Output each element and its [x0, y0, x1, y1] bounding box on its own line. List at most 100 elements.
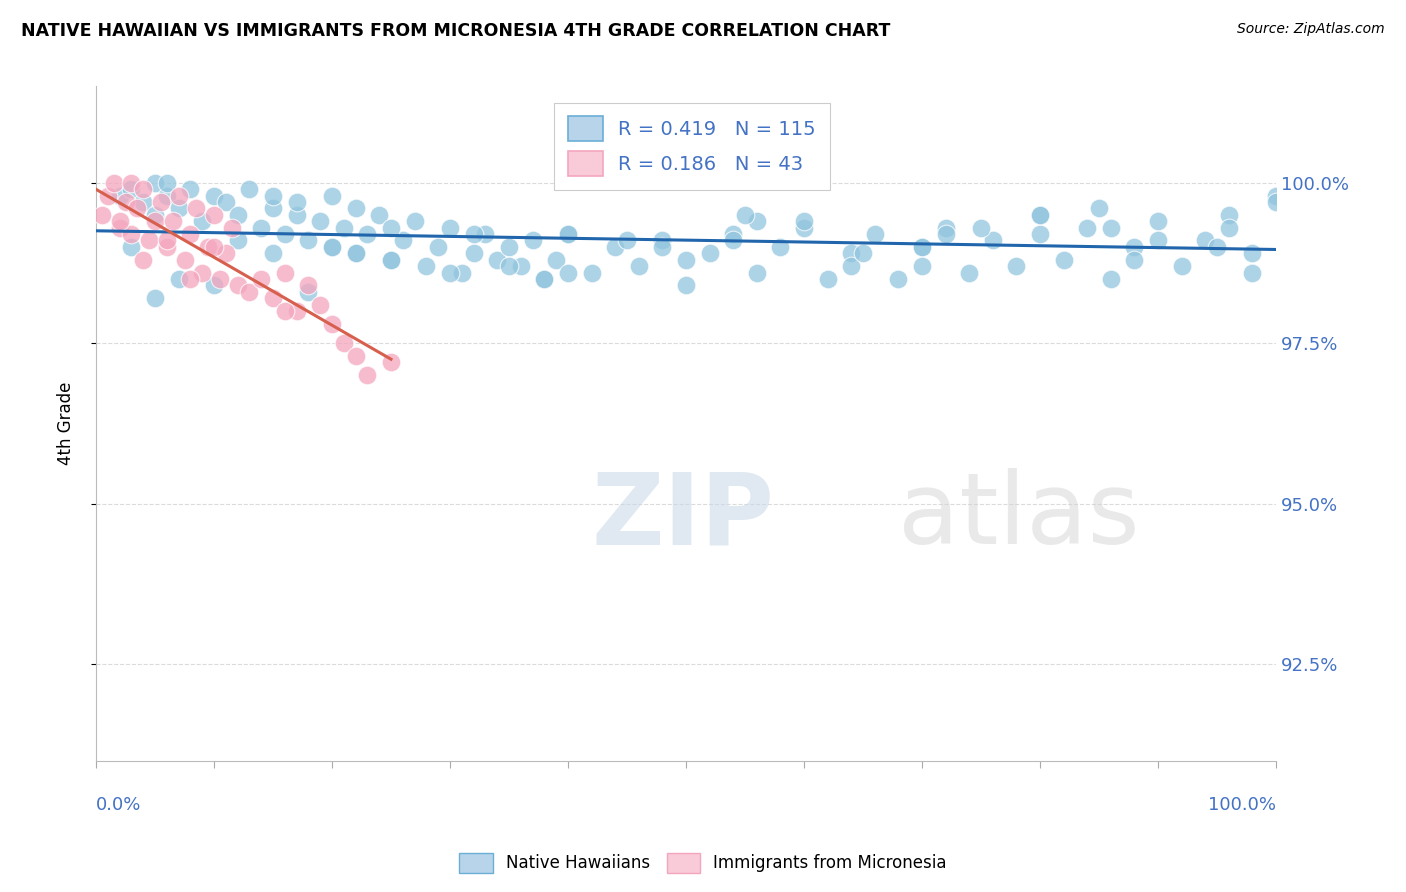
Point	[1029, 208, 1052, 222]
Point	[839, 259, 862, 273]
Legend: Native Hawaiians, Immigrants from Micronesia: Native Hawaiians, Immigrants from Micron…	[453, 847, 953, 880]
Point	[1218, 220, 1240, 235]
Point	[935, 220, 957, 235]
Point	[745, 266, 768, 280]
Point	[415, 259, 437, 273]
Point	[450, 266, 472, 280]
Point	[627, 259, 650, 273]
Point	[1099, 220, 1122, 235]
Point	[297, 234, 319, 248]
Point	[368, 208, 391, 222]
Point	[380, 355, 402, 369]
Point	[285, 304, 308, 318]
Point	[108, 220, 131, 235]
Point	[127, 202, 149, 216]
Point	[333, 336, 356, 351]
Point	[179, 182, 201, 196]
Point	[463, 246, 485, 260]
Point	[721, 234, 744, 248]
Point	[97, 188, 120, 202]
Point	[285, 194, 308, 209]
Point	[344, 202, 367, 216]
Point	[356, 368, 378, 383]
Point	[250, 220, 273, 235]
Point	[380, 252, 402, 267]
Point	[173, 252, 195, 267]
Point	[427, 240, 450, 254]
Point	[90, 208, 112, 222]
Point	[202, 188, 225, 202]
Point	[215, 194, 238, 209]
Point	[344, 246, 367, 260]
Point	[651, 234, 673, 248]
Point	[1005, 259, 1028, 273]
Point	[1052, 252, 1074, 267]
Point	[957, 266, 980, 280]
Point	[793, 214, 815, 228]
Point	[463, 227, 485, 241]
Point	[262, 202, 284, 216]
Point	[120, 176, 142, 190]
Point	[143, 214, 166, 228]
Point	[297, 285, 319, 299]
Point	[274, 304, 297, 318]
Point	[557, 227, 579, 241]
Point	[474, 227, 496, 241]
Point	[167, 272, 190, 286]
Point	[120, 240, 142, 254]
Point	[179, 272, 201, 286]
Point	[498, 240, 520, 254]
Point	[533, 272, 555, 286]
Point	[391, 234, 413, 248]
Point	[321, 188, 343, 202]
Point	[321, 240, 343, 254]
Point	[156, 176, 179, 190]
Point	[202, 208, 225, 222]
Point	[143, 208, 166, 222]
Point	[143, 291, 166, 305]
Point	[167, 188, 190, 202]
Point	[186, 202, 208, 216]
Point	[605, 240, 627, 254]
Point	[981, 234, 1004, 248]
Point	[156, 240, 179, 254]
Y-axis label: 4th Grade: 4th Grade	[58, 382, 75, 465]
Point	[769, 240, 792, 254]
Point	[274, 227, 297, 241]
Point	[498, 259, 520, 273]
Point	[486, 252, 509, 267]
Point	[344, 246, 367, 260]
Point	[1147, 214, 1170, 228]
Point	[179, 227, 201, 241]
Point	[221, 220, 243, 235]
Point	[439, 220, 461, 235]
Point	[852, 246, 875, 260]
Point	[863, 227, 886, 241]
Point	[138, 234, 160, 248]
Legend: R = 0.419   N = 115, R = 0.186   N = 43: R = 0.419 N = 115, R = 0.186 N = 43	[554, 103, 830, 190]
Point	[309, 298, 332, 312]
Text: NATIVE HAWAIIAN VS IMMIGRANTS FROM MICRONESIA 4TH GRADE CORRELATION CHART: NATIVE HAWAIIAN VS IMMIGRANTS FROM MICRO…	[21, 22, 890, 40]
Point	[1241, 266, 1264, 280]
Point	[1241, 246, 1264, 260]
Point	[839, 246, 862, 260]
Point	[1123, 240, 1146, 254]
Point	[162, 214, 184, 228]
Point	[509, 259, 531, 273]
Point	[285, 208, 308, 222]
Point	[1029, 208, 1052, 222]
Point	[262, 291, 284, 305]
Point	[108, 214, 131, 228]
Point	[616, 234, 638, 248]
Point	[1218, 208, 1240, 222]
Point	[651, 240, 673, 254]
Point	[1076, 220, 1098, 235]
Point	[191, 214, 214, 228]
Point	[274, 266, 297, 280]
Point	[344, 349, 367, 363]
Point	[167, 202, 190, 216]
Point	[250, 272, 273, 286]
Point	[1029, 227, 1052, 241]
Point	[132, 252, 155, 267]
Point	[675, 278, 697, 293]
